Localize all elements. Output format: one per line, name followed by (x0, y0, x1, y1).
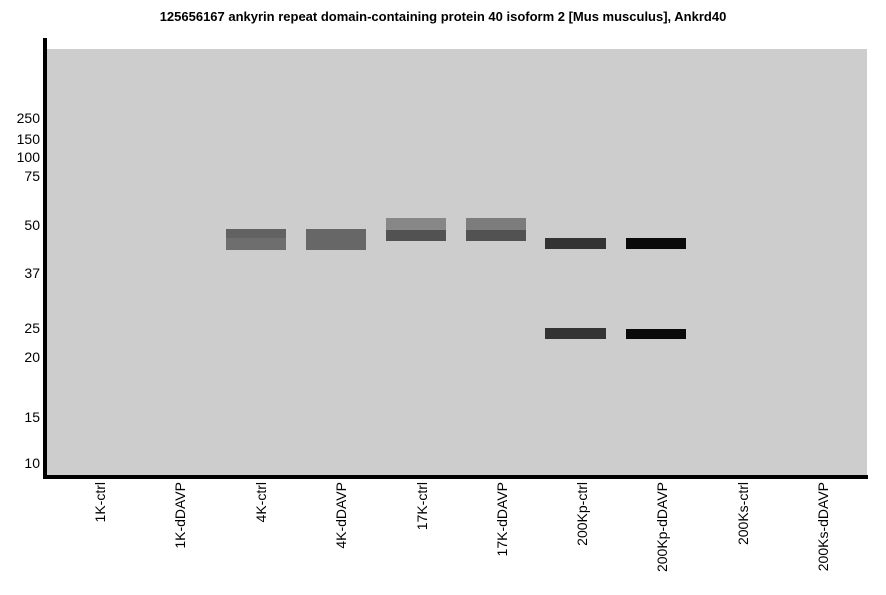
gel-band-segment (466, 230, 526, 241)
mw-marker-label-50: 50 (24, 217, 40, 233)
gel-band-200Kp-ctrl-24kda (545, 328, 606, 339)
y-axis-line (43, 38, 47, 479)
mw-marker-label-10: 10 (24, 455, 40, 471)
gel-band-200Kp-dDAVP-24kda (626, 329, 686, 339)
gel-plot-area (47, 49, 867, 475)
gel-band-segment (386, 230, 446, 241)
gel-band-200Kp-dDAVP-44kda (626, 238, 686, 249)
gel-band-segment (226, 229, 286, 238)
mw-marker-label-25: 25 (24, 320, 40, 336)
gel-band-segment (626, 329, 686, 339)
mw-marker-label-100: 100 (16, 149, 40, 165)
mw-marker-label-20: 20 (24, 349, 40, 365)
gel-band-4K-dDAVP-46kda (306, 229, 366, 250)
gel-band-200Kp-ctrl-44kda (545, 238, 606, 249)
mw-marker-label-150: 150 (16, 131, 40, 147)
gel-band-segment (545, 328, 606, 339)
gel-band-segment (306, 229, 366, 250)
gel-band-4K-ctrl-46kda (226, 229, 286, 250)
mw-marker-label-75: 75 (24, 168, 40, 184)
x-axis-line (43, 475, 868, 479)
gel-band-segment (226, 238, 286, 250)
chart-title: 125656167 ankyrin repeat domain-containi… (159, 9, 727, 24)
gel-band-segment (466, 218, 526, 230)
gel-band-17K-dDAVP-49kda (466, 218, 526, 241)
y-axis-tick-labels: 250 150 100 75 50 37 25 20 15 10 (0, 0, 40, 595)
mw-marker-label-15: 15 (24, 409, 40, 425)
gel-band-segment (626, 238, 686, 249)
gel-band-17K-ctrl-49kda (386, 218, 446, 241)
gel-band-segment (545, 238, 606, 249)
mw-marker-label-37: 37 (24, 265, 40, 281)
mw-marker-label-250: 250 (16, 110, 40, 126)
gel-band-segment (386, 218, 446, 230)
